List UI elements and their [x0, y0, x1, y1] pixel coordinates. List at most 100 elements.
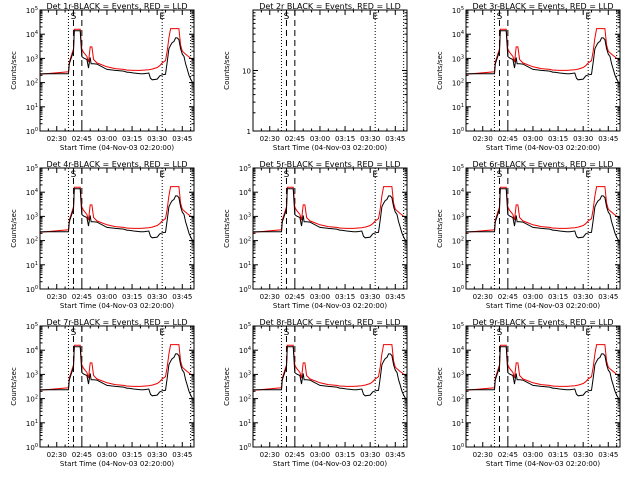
y-tick-label: 103 [452, 212, 464, 221]
y-tick-label: 105 [26, 164, 38, 173]
marker-label: E [372, 12, 378, 22]
events-series-line [40, 30, 195, 84]
y-tick-label: 103 [26, 212, 38, 221]
y-tick-label: 105 [452, 322, 464, 331]
events-series-line [466, 30, 621, 84]
y-tick-label: 10 [242, 68, 251, 76]
y-tick-label: 102 [452, 395, 464, 404]
marker-label: S [284, 170, 290, 180]
x-tick-label: 03:00 [523, 135, 543, 143]
y-axis-label: Counts/sec [10, 51, 18, 90]
y-axis-label: Counts/sec [436, 51, 444, 90]
x-tick-label: 02:30 [260, 293, 280, 301]
events-series-line [466, 346, 621, 400]
y-tick-label: 105 [26, 6, 38, 15]
x-tick-label: 03:00 [310, 293, 330, 301]
panel-title: Det 8r-BLACK = Events, RED = LLD [259, 318, 400, 327]
x-tick-label: 03:30 [360, 293, 380, 301]
marker-label: E [159, 328, 165, 338]
x-tick-label: 02:45 [72, 451, 92, 459]
x-axis-label: Start Time (04-Nov-03 02:20:00) [486, 144, 600, 152]
y-tick-label: 103 [239, 370, 251, 379]
marker-label: E [372, 328, 378, 338]
y-axis-label: Counts/sec [436, 367, 444, 406]
lld-series-line [39, 28, 195, 75]
lld-series-line [252, 186, 408, 233]
panel: S E 100 101 102 103 104 105 02:30 02:45 03:00 03:15… [223, 318, 408, 468]
y-axis-label: Counts/sec [10, 209, 18, 248]
y-tick-label: 101 [239, 261, 251, 270]
lld-series-line [465, 186, 621, 233]
x-tick-label: 03:00 [310, 135, 330, 143]
y-tick-label: 100 [26, 443, 38, 452]
x-tick-label: 03:15 [548, 293, 568, 301]
lld-series-line [252, 344, 408, 391]
y-tick-label: 102 [452, 237, 464, 246]
x-tick-label: 03:15 [122, 293, 142, 301]
events-series-line [253, 346, 408, 400]
y-tick-label: 102 [26, 237, 38, 246]
y-tick-label: 101 [452, 103, 464, 112]
plot-frame [39, 167, 195, 290]
x-tick-label: 03:45 [598, 451, 618, 459]
y-tick-label: 105 [239, 164, 251, 173]
x-axis-label: Start Time (04-Nov-03 02:20:00) [273, 302, 387, 310]
x-tick-label: 02:30 [473, 451, 493, 459]
events-series-line [466, 188, 621, 242]
x-tick-label: 03:30 [360, 451, 380, 459]
y-tick-label: 104 [239, 346, 251, 355]
y-tick-label: 105 [26, 322, 38, 331]
plot-frame [39, 9, 195, 132]
x-tick-label: 03:15 [122, 451, 142, 459]
x-tick-label: 02:45 [498, 293, 518, 301]
marker-label: S [71, 170, 77, 180]
x-tick-label: 02:30 [260, 451, 280, 459]
panel: S E 100 101 102 103 104 105 02:30 02:45 03:00 03:15… [436, 2, 621, 152]
marker-label: S [71, 12, 77, 22]
y-tick-label: 104 [452, 346, 464, 355]
y-tick-label: 103 [26, 54, 38, 63]
panel-title: Det 1r-BLACK = Events, RED = LLD [46, 2, 187, 11]
lld-series-line [465, 28, 621, 75]
y-axis-label: Counts/sec [223, 367, 231, 406]
x-tick-label: 02:30 [47, 293, 67, 301]
x-axis-label: Start Time (04-Nov-03 02:20:00) [273, 144, 387, 152]
events-series-line [40, 346, 195, 400]
x-tick-label: 03:30 [360, 135, 380, 143]
y-tick-label: 104 [452, 30, 464, 39]
panel: S E 100 101 102 103 104 105 02:30 02:45 03:00 03:15… [10, 160, 195, 310]
marker-label: E [159, 12, 165, 22]
x-axis-label: Start Time (04-Nov-03 02:20:00) [486, 302, 600, 310]
panel-title: Det 5r-BLACK = Events, RED = LLD [259, 160, 400, 169]
y-tick-label: 100 [26, 285, 38, 294]
panel: S E 100 101 102 103 104 105 02:30 02:45 03:00 03:15… [10, 318, 195, 468]
y-tick-label: 104 [239, 188, 251, 197]
marker-label: E [585, 328, 591, 338]
x-tick-label: 03:30 [573, 293, 593, 301]
x-tick-label: 03:00 [523, 293, 543, 301]
plot-frame [252, 325, 408, 448]
x-tick-label: 02:45 [285, 451, 305, 459]
plot-frame [465, 9, 621, 132]
y-tick-label: 104 [452, 188, 464, 197]
x-tick-label: 02:45 [498, 135, 518, 143]
x-tick-label: 03:45 [172, 135, 192, 143]
panel: S E 100 101 102 103 104 105 02:30 02:45 03:00 03:15… [436, 318, 621, 468]
x-tick-label: 03:15 [548, 451, 568, 459]
plot-frame [465, 167, 621, 290]
marker-label: S [71, 328, 77, 338]
plot-frame [465, 325, 621, 448]
x-tick-label: 02:45 [285, 135, 305, 143]
panel-title: Det 3r-BLACK = Events, RED = LLD [472, 2, 613, 11]
x-tick-label: 02:45 [285, 293, 305, 301]
panel-title: Det 2r BLACK = Events, RED = LLD [259, 2, 401, 11]
y-tick-label: 102 [26, 395, 38, 404]
y-tick-label: 102 [239, 395, 251, 404]
y-tick-label: 100 [26, 127, 38, 136]
y-axis-label: Counts/sec [223, 209, 231, 248]
y-tick-label: 105 [452, 6, 464, 15]
marker-label: E [372, 170, 378, 180]
x-tick-label: 03:45 [598, 135, 618, 143]
x-tick-label: 03:15 [335, 451, 355, 459]
